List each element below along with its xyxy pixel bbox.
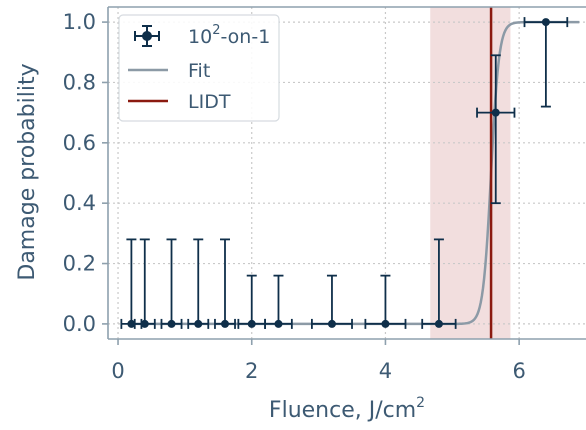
x-axis-label-superscript: 2: [416, 395, 425, 411]
data-point-10: [476, 54, 516, 205]
y-axis-label: Damage probability: [15, 63, 40, 280]
data-point-11: [523, 17, 569, 108]
data-marker: [541, 18, 550, 27]
y-tick-label: 0.2: [63, 252, 96, 276]
data-point-8: [364, 274, 407, 329]
x-tick-label: 0: [111, 359, 124, 383]
data-point-9: [421, 238, 457, 329]
data-marker: [127, 319, 136, 328]
legend-box: [118, 14, 280, 122]
data-marker: [167, 319, 176, 328]
data-point-7: [311, 274, 353, 329]
legend-label-lidt: LIDT: [188, 91, 231, 113]
y-tick-label: 0.8: [63, 70, 96, 94]
data-marker: [140, 319, 149, 328]
uncertainty-band: [430, 7, 511, 339]
x-tick-label: 6: [512, 359, 525, 383]
data-marker: [220, 319, 229, 328]
data-marker: [274, 319, 283, 328]
legend-label-fit: Fit: [188, 60, 210, 82]
data-point-2: [160, 238, 183, 329]
data-marker: [194, 319, 203, 328]
data-marker: [491, 108, 500, 117]
axes-layer: [107, 6, 586, 340]
shaded-band-layer: [430, 7, 511, 339]
y-tick-label: 0.0: [63, 312, 96, 336]
y-tick-label: 0.4: [63, 191, 96, 215]
data-point-5: [237, 274, 267, 329]
legend-marker-errorbar: [134, 25, 160, 47]
legend-label-series: 102-on-1: [188, 23, 270, 48]
x-axis-label: Fluence, J/cm2: [269, 395, 425, 423]
data-point-0: [120, 238, 143, 329]
ticks-layer: 0 2 4 6 0.0 0.2 0.4 0.6 0.8 1.0: [63, 10, 526, 383]
data-point-1: [133, 238, 156, 329]
y-tick-label: 0.6: [63, 131, 96, 155]
y-tick-label: 1.0: [63, 10, 96, 34]
legend: 102-on-1 Fit LIDT: [118, 14, 280, 122]
data-marker: [327, 319, 336, 328]
x-tick-label: 4: [379, 359, 392, 383]
data-marker: [247, 319, 256, 328]
data-point-4: [214, 238, 236, 329]
data-marker: [434, 319, 443, 328]
data-point-6: [264, 274, 293, 329]
points-layer: [120, 17, 569, 329]
data-marker: [381, 319, 390, 328]
x-tick-label: 2: [245, 359, 258, 383]
data-point-3: [187, 238, 210, 329]
